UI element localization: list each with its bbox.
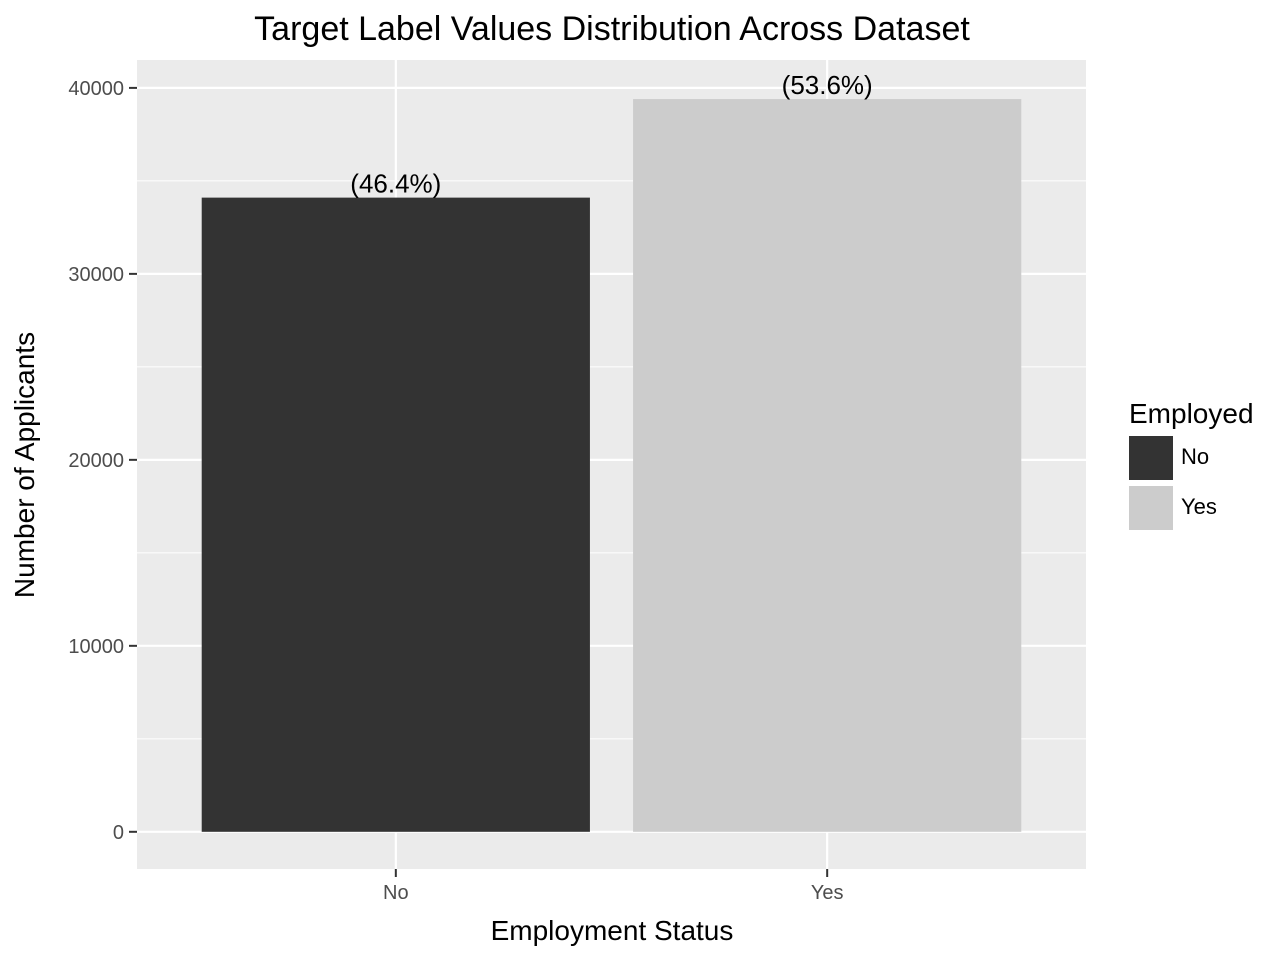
y-axis-title: Number of Applicants [9,332,40,598]
data-label-no: (46.4%) [350,169,441,199]
y-tick-label: 30000 [68,264,124,286]
legend-swatch-yes [1129,486,1173,530]
y-tick-label: 40000 [68,78,124,100]
y-tick-label: 0 [113,822,124,844]
chart-title: Target Label Values Distribution Across … [254,10,970,48]
bar-yes [633,99,1022,832]
legend-label-no: No [1181,444,1209,469]
x-tick-label: No [383,882,409,904]
legend-title: Employed [1129,398,1254,429]
bar-no [201,197,590,832]
x-axis-title: Employment Status [491,915,734,946]
x-tick-label: Yes [811,882,844,904]
bars [201,99,1022,832]
legend: Employed No Yes [1129,398,1254,530]
y-tick-label: 10000 [68,636,124,658]
legend-label-yes: Yes [1181,494,1217,519]
legend-swatch-no [1129,436,1173,480]
x-axis: No Yes [383,869,844,904]
data-label-yes: (53.6%) [782,70,873,100]
data-labels: (46.4%) (53.6%) [350,70,872,199]
y-axis: 0 10000 20000 30000 40000 [68,78,137,844]
y-tick-label: 20000 [68,450,124,472]
